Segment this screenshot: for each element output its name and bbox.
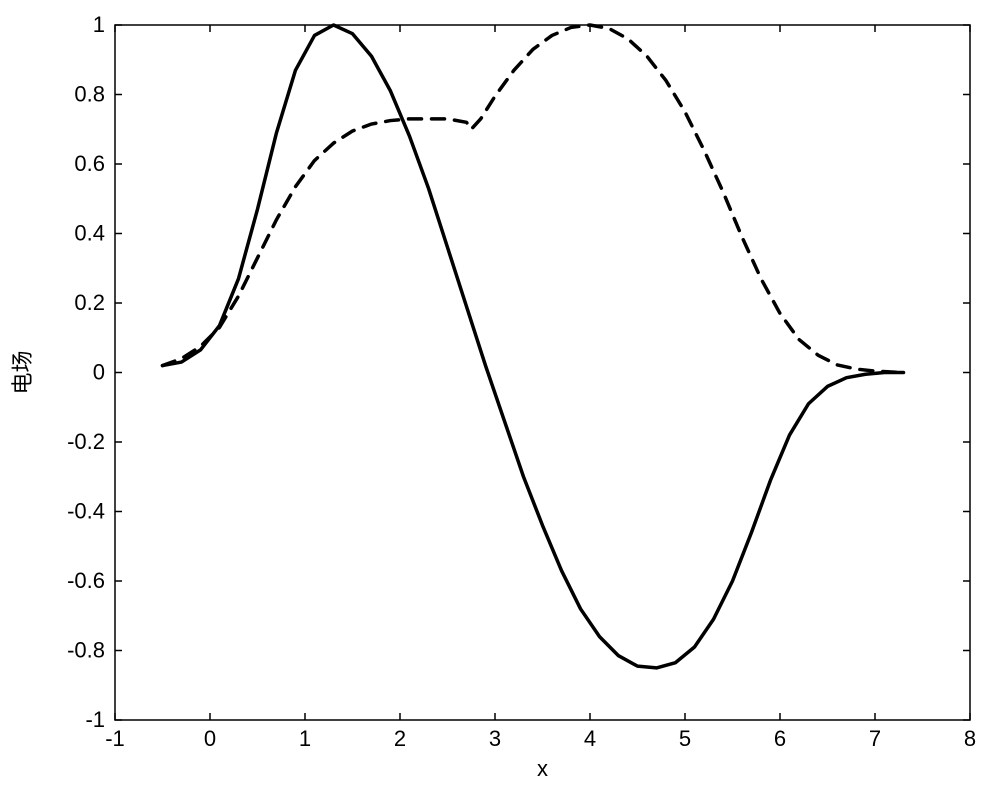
x-tick-label: -1 — [105, 726, 125, 751]
y-tick-label: 0 — [93, 360, 105, 385]
x-tick-label: 0 — [204, 726, 216, 751]
y-axis-label: 电场 — [10, 350, 35, 394]
x-tick-label: 3 — [489, 726, 501, 751]
y-tick-label: 1 — [93, 12, 105, 37]
y-tick-label: -0.2 — [67, 429, 105, 454]
x-tick-label: 7 — [869, 726, 881, 751]
series-solid — [163, 25, 904, 668]
x-axis-label: x — [537, 756, 548, 781]
y-tick-label: 0.6 — [74, 151, 105, 176]
y-tick-label: -0.8 — [67, 638, 105, 663]
x-tick-label: 2 — [394, 726, 406, 751]
y-tick-label: 0.2 — [74, 290, 105, 315]
x-tick-label: 6 — [774, 726, 786, 751]
chart-container: -1 0 1 2 3 4 5 6 7 8 -1 -0.8 -0.6 -0.4 -0.2 0 0.2 0.4 0.6 0… — [0, 0, 1000, 790]
y-tick-label: -1 — [85, 707, 105, 732]
x-tick-label: 8 — [964, 726, 976, 751]
y-tick-label: 0.4 — [74, 221, 105, 246]
series-dashed — [163, 25, 904, 373]
plot-border — [115, 25, 970, 720]
y-tick-label: -0.4 — [67, 499, 105, 524]
line-chart: -1 0 1 2 3 4 5 6 7 8 -1 -0.8 -0.6 -0.4 -0.2 0 0.2 0.4 0.6 0… — [0, 0, 1000, 790]
y-tick-label: -0.6 — [67, 568, 105, 593]
x-tick-label: 1 — [299, 726, 311, 751]
x-tick-label: 5 — [679, 726, 691, 751]
x-tick-label: 4 — [584, 726, 596, 751]
y-tick-label: 0.8 — [74, 82, 105, 107]
